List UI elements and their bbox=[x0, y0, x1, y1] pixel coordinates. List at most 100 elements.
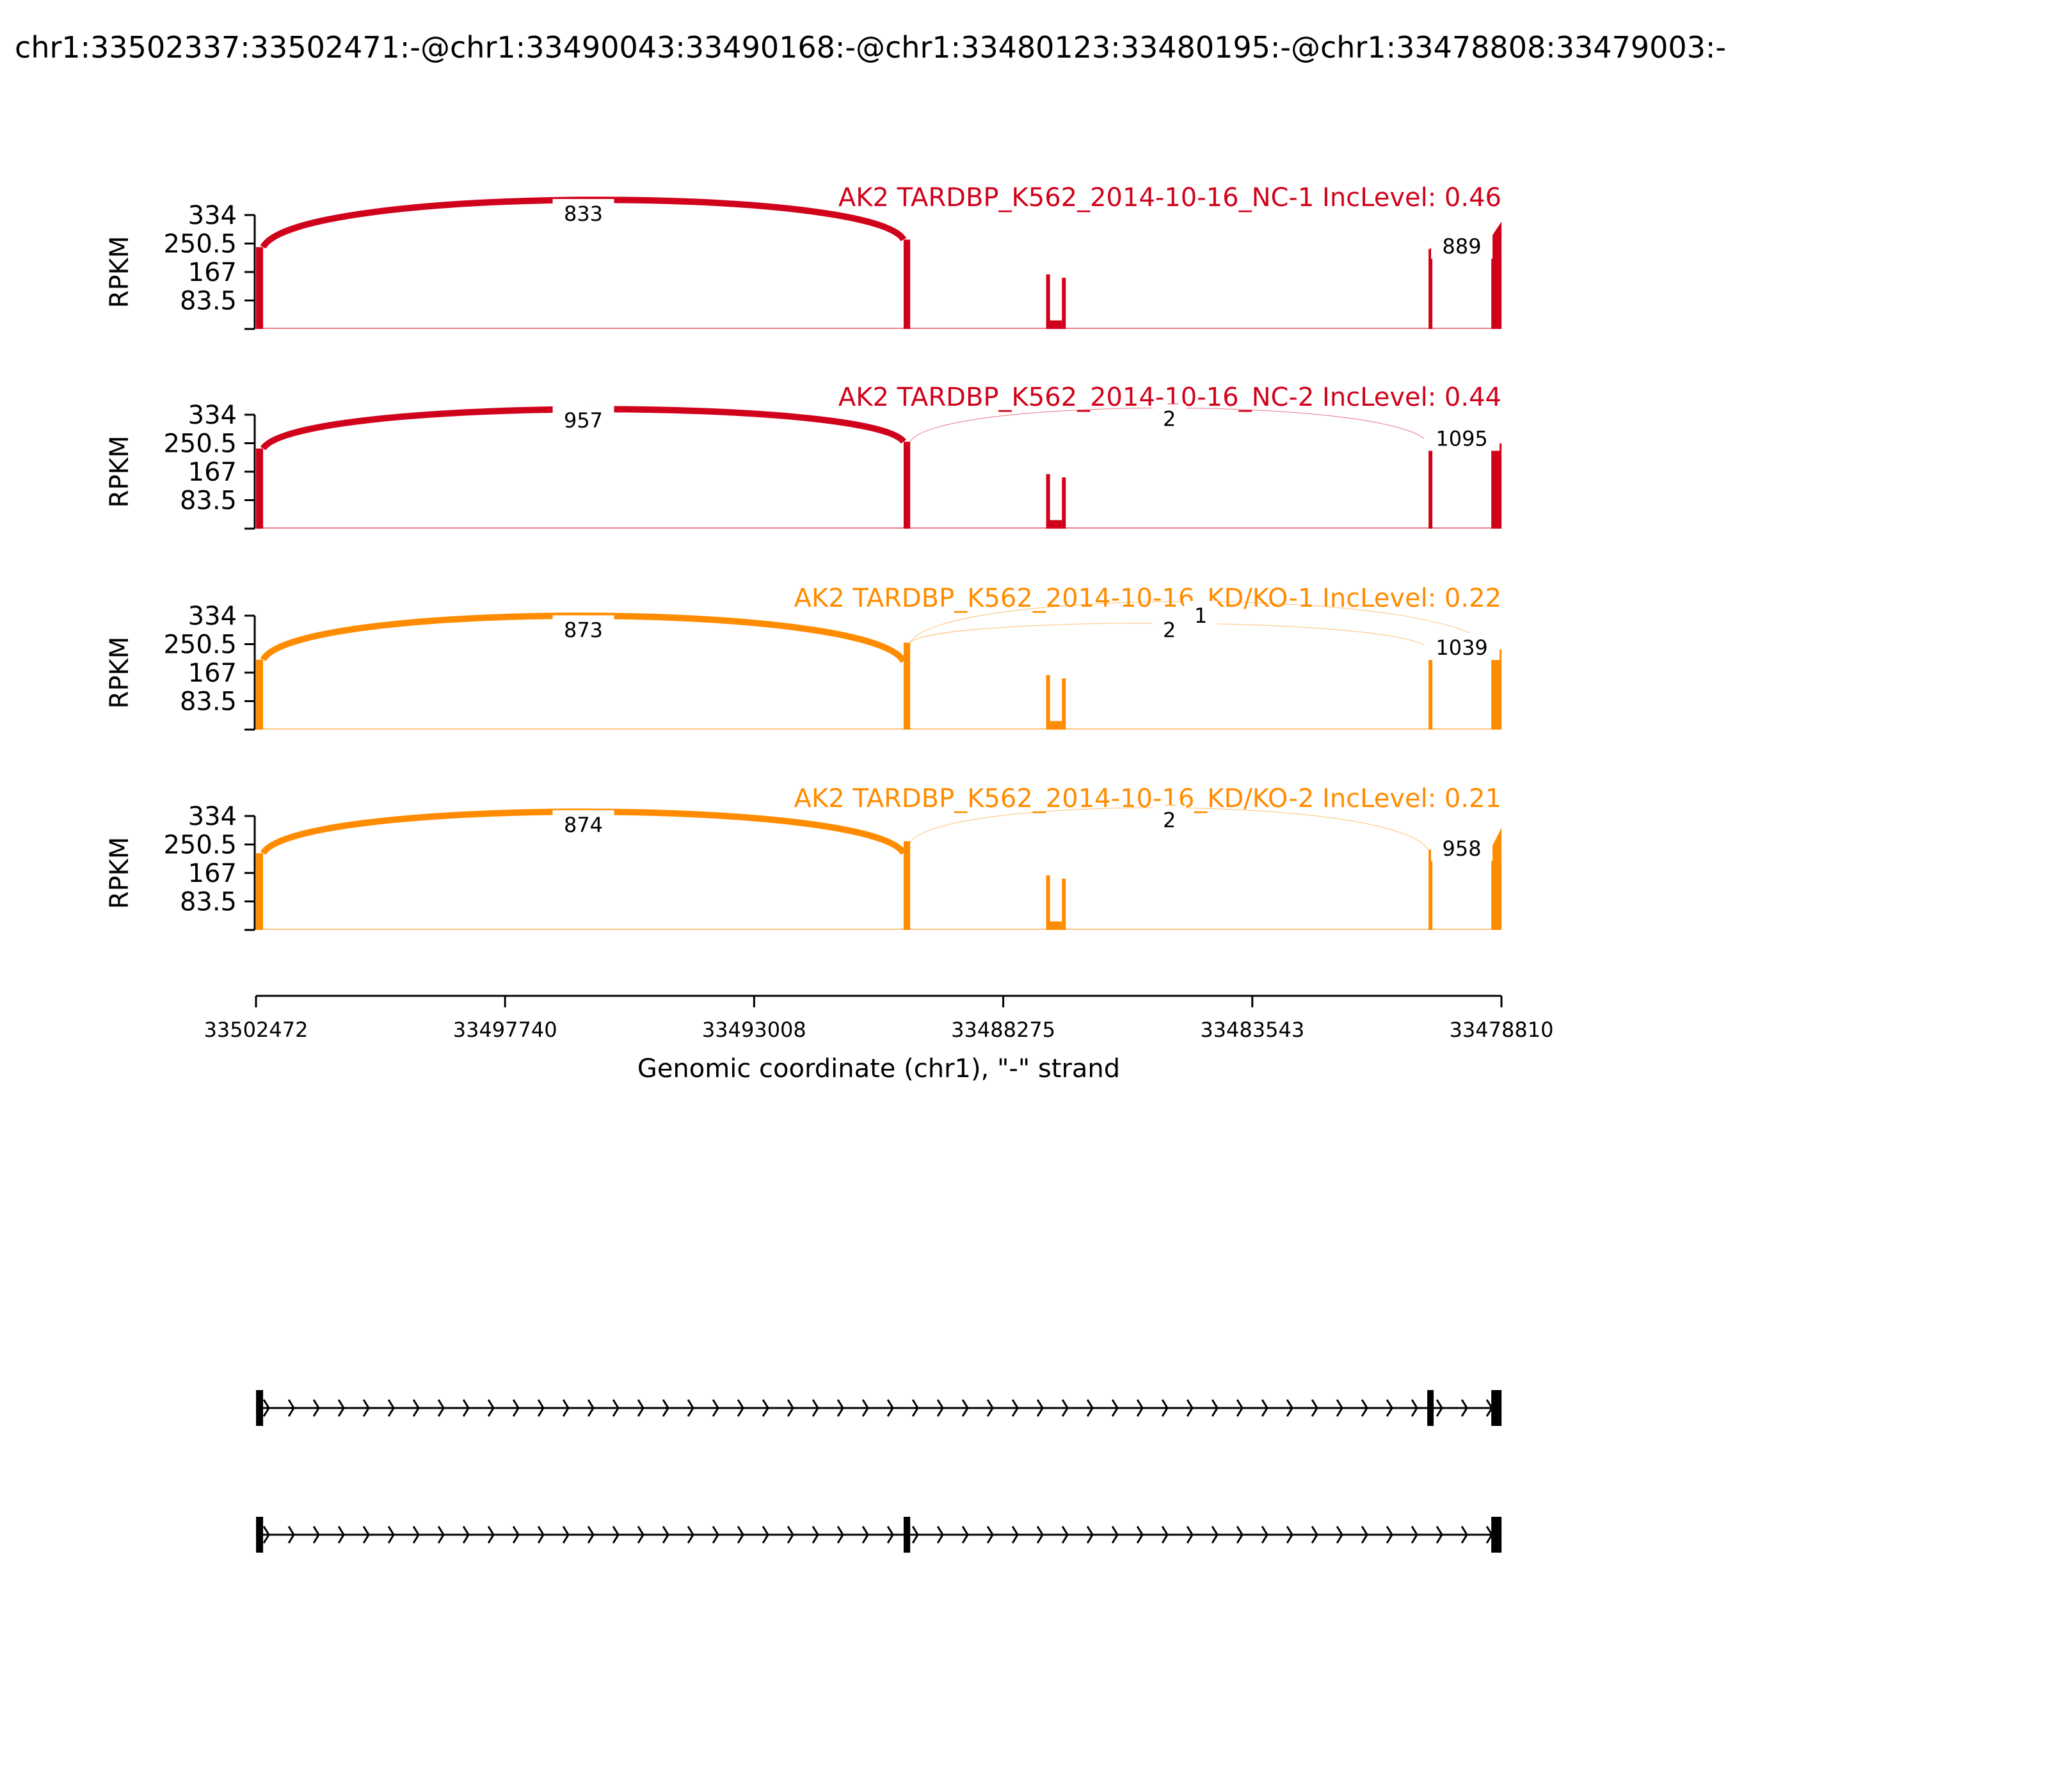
strand-arrow bbox=[986, 1399, 994, 1417]
coverage-block bbox=[1491, 221, 1502, 329]
strand-arrow bbox=[612, 1399, 620, 1417]
strand-arrow bbox=[1286, 1399, 1293, 1417]
strand-arrow bbox=[1036, 1399, 1044, 1417]
junction-count: 1039 bbox=[1436, 636, 1487, 660]
strand-arrow bbox=[961, 1399, 969, 1417]
coverage-block bbox=[1062, 678, 1066, 730]
junction-count-bg bbox=[552, 810, 614, 837]
junction-count: 1 bbox=[1194, 604, 1207, 628]
coverage-block bbox=[1491, 828, 1502, 930]
strand-arrow bbox=[437, 1399, 445, 1417]
strand-arrow bbox=[836, 1526, 844, 1544]
strand-arrow bbox=[1211, 1526, 1219, 1544]
coverage-block bbox=[1428, 443, 1433, 529]
y-tick-label: 83.5 bbox=[180, 888, 237, 917]
y-tick-label: 250.5 bbox=[163, 230, 237, 259]
track-label: AK2 TARDBP_K562_2014-10-16_KD/KO-2 IncLe… bbox=[794, 784, 1501, 813]
strand-arrow bbox=[287, 1526, 295, 1544]
y-axis-label: RPKM bbox=[105, 837, 134, 909]
strand-arrow bbox=[562, 1399, 570, 1417]
strand-arrow bbox=[1161, 1399, 1169, 1417]
strand-arrow bbox=[1361, 1526, 1368, 1544]
y-tick-label: 334 bbox=[188, 401, 237, 430]
junction-count-bg bbox=[1424, 424, 1500, 451]
strand-arrow bbox=[1311, 1399, 1318, 1417]
strand-arrow bbox=[1186, 1399, 1194, 1417]
y-tick-label: 83.5 bbox=[180, 486, 237, 516]
strand-arrow bbox=[812, 1526, 819, 1544]
exon-block bbox=[1491, 1390, 1502, 1426]
x-tick-label: 33497740 bbox=[453, 1018, 557, 1042]
junction-count: 958 bbox=[1443, 836, 1482, 861]
x-tick-label: 33483543 bbox=[1200, 1018, 1304, 1042]
x-tick-label: 33488275 bbox=[951, 1018, 1055, 1042]
strand-arrow bbox=[1261, 1399, 1268, 1417]
y-tick-label: 334 bbox=[188, 602, 237, 631]
strand-arrow bbox=[512, 1526, 520, 1544]
strand-arrow bbox=[1460, 1526, 1468, 1544]
strand-arrow bbox=[1436, 1526, 1443, 1544]
strand-arrow bbox=[836, 1399, 844, 1417]
coverage-block bbox=[1048, 320, 1062, 329]
strand-arrow bbox=[961, 1526, 969, 1544]
junction-count-bg bbox=[1153, 615, 1187, 643]
junction-count: 957 bbox=[564, 408, 603, 433]
y-tick-label: 167 bbox=[188, 659, 237, 688]
strand-arrow bbox=[737, 1526, 744, 1544]
strand-arrow bbox=[437, 1526, 445, 1544]
strand-arrow bbox=[662, 1526, 669, 1544]
y-axis-label: RPKM bbox=[105, 236, 134, 308]
strand-arrow bbox=[911, 1526, 919, 1544]
coverage-block bbox=[903, 643, 911, 730]
strand-arrow bbox=[512, 1399, 520, 1417]
coverage-block bbox=[1491, 443, 1502, 529]
junction-count: 2 bbox=[1163, 808, 1176, 832]
coverage-block bbox=[1046, 675, 1050, 730]
strand-arrow bbox=[1336, 1399, 1343, 1417]
exon-block bbox=[903, 1517, 911, 1553]
coverage-block bbox=[1048, 520, 1062, 529]
strand-arrow bbox=[487, 1399, 495, 1417]
genomic-x-axis: 33502472 33497740 33493008 33488275 33483543… bbox=[204, 995, 1553, 1042]
y-tick-label: 334 bbox=[188, 802, 237, 831]
strand-arrow bbox=[737, 1399, 744, 1417]
strand-arrow bbox=[1236, 1399, 1244, 1417]
track-label: AK2 TARDBP_K562_2014-10-16_KD/KO-1 IncLe… bbox=[794, 584, 1501, 613]
strand-arrow bbox=[262, 1526, 270, 1544]
coverage-block bbox=[1062, 278, 1066, 329]
strand-arrow bbox=[1411, 1399, 1418, 1417]
y-tick-label: 167 bbox=[188, 859, 237, 888]
strand-arrow bbox=[1311, 1526, 1318, 1544]
coverage-block bbox=[1428, 849, 1433, 930]
strand-arrow bbox=[762, 1399, 769, 1417]
coverage-block bbox=[1048, 721, 1062, 730]
coverage-block bbox=[256, 448, 264, 529]
strand-arrow bbox=[387, 1526, 395, 1544]
strand-arrow bbox=[462, 1399, 470, 1417]
strand-arrow bbox=[587, 1399, 595, 1417]
junction-count-bg bbox=[552, 198, 614, 226]
strand-arrow bbox=[362, 1526, 370, 1544]
y-tick-label: 250.5 bbox=[163, 429, 237, 459]
coverage-block bbox=[903, 239, 911, 329]
strand-arrow bbox=[1061, 1526, 1069, 1544]
y-tick-label: 83.5 bbox=[180, 687, 237, 717]
strand-arrow bbox=[986, 1526, 994, 1544]
strand-arrow bbox=[1460, 1399, 1468, 1417]
strand-arrow bbox=[312, 1526, 320, 1544]
coverage-block bbox=[1046, 474, 1050, 529]
strand-arrow bbox=[562, 1526, 570, 1544]
junction-count-bg bbox=[1153, 404, 1187, 431]
junction-count: 2 bbox=[1163, 406, 1176, 431]
junction-count: 2 bbox=[1163, 618, 1176, 642]
strand-arrow bbox=[712, 1526, 719, 1544]
strand-arrow bbox=[1386, 1399, 1393, 1417]
exon-block bbox=[256, 1390, 264, 1426]
strand-arrow bbox=[1436, 1399, 1443, 1417]
coverage-block bbox=[1046, 274, 1050, 329]
junction-count: 874 bbox=[564, 813, 603, 837]
strand-arrow bbox=[262, 1399, 270, 1417]
